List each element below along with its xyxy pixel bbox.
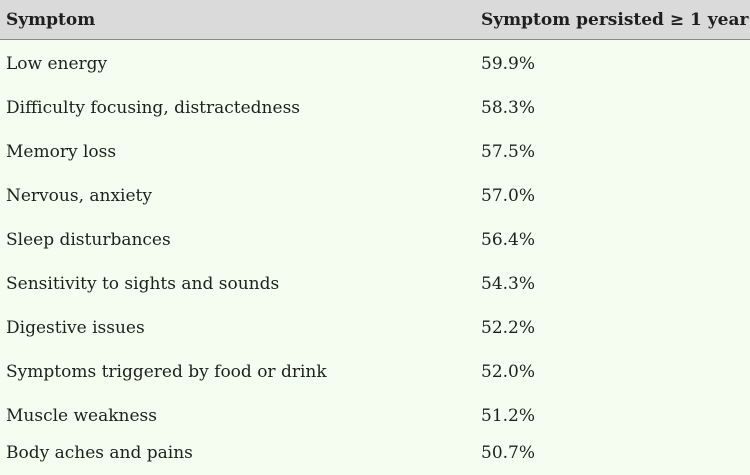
symptom-cell: Digestive issues [6, 318, 145, 338]
table-row: Difficulty focusing, distractedness 58.3… [0, 86, 750, 130]
symptom-cell: Muscle weakness [6, 406, 158, 426]
symptom-cell: Symptoms triggered by food or drink [6, 362, 327, 382]
table-header: Symptom Symptom persisted ≥ 1 year [0, 0, 750, 40]
persisted-value-cell: 52.2% [481, 318, 536, 338]
symptom-cell: Memory loss [6, 142, 117, 162]
persisted-value-cell: 52.0% [481, 362, 536, 382]
table-row: Digestive issues 52.2% [0, 306, 750, 350]
table-row: Nervous, anxiety 57.0% [0, 174, 750, 218]
table-row: Symptoms triggered by food or drink 52.0… [0, 350, 750, 394]
persisted-value-cell: 58.3% [481, 98, 536, 118]
table-row: Sleep disturbances 56.4% [0, 218, 750, 262]
symptom-cell: Difficulty focusing, distractedness [6, 98, 301, 118]
symptom-cell: Sensitivity to sights and sounds [6, 274, 280, 294]
table-row: Body aches and pains 50.7% [0, 431, 750, 475]
persisted-value-cell: 57.0% [481, 186, 536, 206]
symptom-cell: Nervous, anxiety [6, 186, 152, 206]
header-symptom-persisted: Symptom persisted ≥ 1 year [481, 10, 749, 30]
persisted-value-cell: 56.4% [481, 230, 536, 250]
table-row: Memory loss 57.5% [0, 130, 750, 174]
persisted-value-cell: 51.2% [481, 406, 536, 426]
persisted-value-cell: 59.9% [481, 54, 536, 74]
symptom-cell: Body aches and pains [6, 443, 193, 463]
symptom-cell: Low energy [6, 54, 108, 74]
persisted-value-cell: 50.7% [481, 443, 536, 463]
symptom-cell: Sleep disturbances [6, 230, 171, 250]
persisted-value-cell: 57.5% [481, 142, 536, 162]
persisted-value-cell: 54.3% [481, 274, 536, 294]
table-row: Low energy 59.9% [0, 42, 750, 86]
table-row: Sensitivity to sights and sounds 54.3% [0, 262, 750, 306]
table-row: Muscle weakness 51.2% [0, 394, 750, 438]
header-symptom: Symptom [6, 10, 96, 30]
